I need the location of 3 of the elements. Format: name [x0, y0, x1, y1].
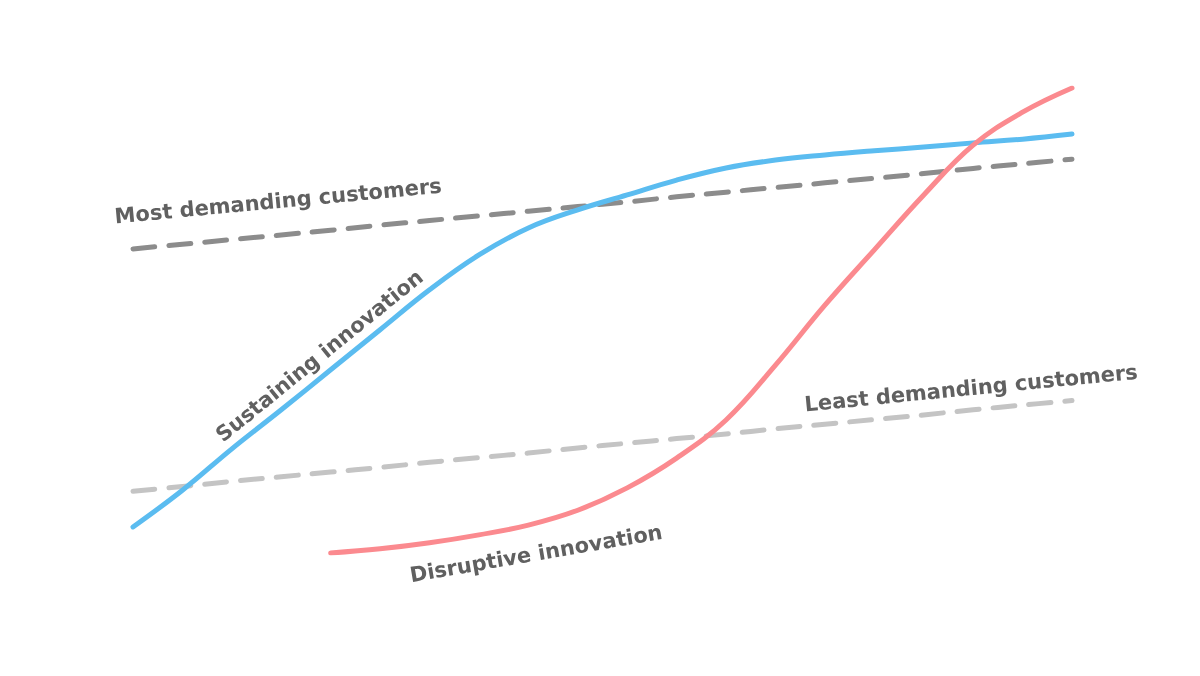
text: Disruptive innovation — [408, 520, 665, 588]
text: Most demanding customers — [113, 173, 443, 229]
text: Least demanding customers — [803, 359, 1139, 417]
